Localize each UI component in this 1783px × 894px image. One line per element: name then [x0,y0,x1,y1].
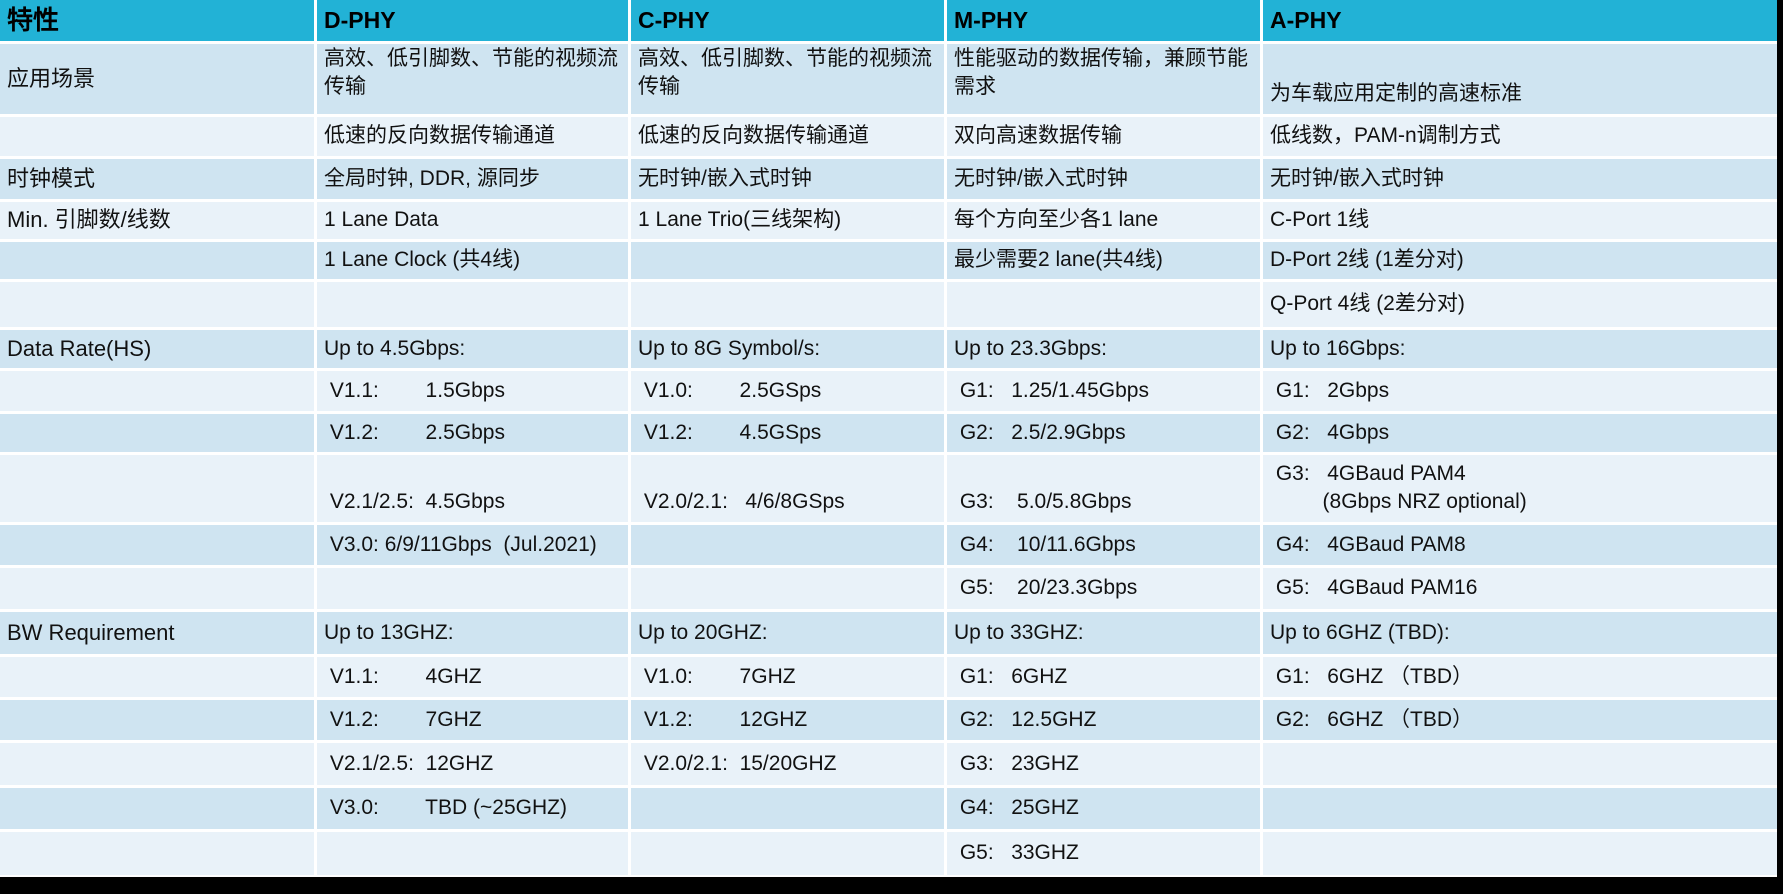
table-cell-cphy: 无时钟/嵌入式时钟 [631,159,944,199]
table-cell-dphy: 高效、低引脚数、节能的视频流传输 [317,44,628,114]
table-cell-mphy: 性能驱动的数据传输，兼顾节能需求 [947,44,1260,114]
table-cell-dphy: 低速的反向数据传输通道 [317,117,628,156]
table-cell-mphy: 最少需要2 lane(共4线) [947,242,1260,279]
table-cell-dphy [317,282,628,327]
table-cell-mphy: 每个方向至少各1 lane [947,202,1260,239]
table-cell-mphy: G3: 23GHZ [947,743,1260,785]
table-cell-dphy: V3.0: TBD (~25GHZ) [317,788,628,829]
row-label: BW Requirement [0,612,314,654]
table-cell-dphy [317,832,628,875]
table-cell-dphy [317,568,628,609]
row-label: Data Rate(HS) [0,330,314,368]
table-cell-dphy: V2.1/2.5: 12GHZ [317,743,628,785]
table-cell-dphy: 1 Lane Data [317,202,628,239]
row-label [0,832,314,875]
row-label: 时钟模式 [0,159,314,199]
row-label [0,117,314,156]
table-cell-mphy: 无时钟/嵌入式时钟 [947,159,1260,199]
table-cell-aphy: G2: 4Gbps [1263,414,1777,452]
table-cell-aphy: Q-Port 4线 (2差分对) [1263,282,1777,327]
table-cell-cphy [631,282,944,327]
table-cell-aphy: 低线数，PAM-n调制方式 [1263,117,1777,156]
column-header-cphy: C-PHY [631,0,944,41]
row-label: Min. 引脚数/线数 [0,202,314,239]
row-label [0,282,314,327]
table-cell-aphy: G5: 4GBaud PAM16 [1263,568,1777,609]
row-label [0,568,314,609]
row-label [0,371,314,411]
table-cell-cphy: V2.0/2.1: 15/20GHZ [631,743,944,785]
column-header-mphy: M-PHY [947,0,1260,41]
table-cell-mphy: G1: 1.25/1.45Gbps [947,371,1260,411]
table-cell-cphy: V1.0: 2.5GSps [631,371,944,411]
row-label [0,657,314,697]
table-cell-cphy: 低速的反向数据传输通道 [631,117,944,156]
table-cell-aphy: G2: 6GHZ （TBD） [1263,700,1777,740]
phy-comparison-table: 特性 D-PHY C-PHY M-PHY A-PHY 应用场景 高效、低引脚数、节能的视频流… [0,0,1777,877]
row-label [0,455,314,522]
table-cell-cphy: V1.2: 12GHZ [631,700,944,740]
table-cell-mphy: G1: 6GHZ [947,657,1260,697]
row-label [0,414,314,452]
table-cell-mphy: G3: 5.0/5.8Gbps [947,455,1260,522]
row-label: 应用场景 [0,44,314,114]
table-cell-mphy: Up to 23.3Gbps: [947,330,1260,368]
table-cell-cphy [631,568,944,609]
table-cell-mphy: G2: 2.5/2.9Gbps [947,414,1260,452]
table-cell-aphy [1263,743,1777,785]
column-header-dphy: D-PHY [317,0,628,41]
table-cell-dphy: 1 Lane Clock (共4线) [317,242,628,279]
table-cell-dphy: V1.2: 2.5Gbps [317,414,628,452]
table-cell-mphy: G2: 12.5GHZ [947,700,1260,740]
table-cell-aphy: C-Port 1线 [1263,202,1777,239]
table-cell-dphy: V1.1: 1.5Gbps [317,371,628,411]
table-cell-mphy: G5: 33GHZ [947,832,1260,875]
table-cell-cphy: V1.2: 4.5GSps [631,414,944,452]
table-cell-aphy: G4: 4GBaud PAM8 [1263,525,1777,565]
table-cell-dphy: V1.1: 4GHZ [317,657,628,697]
table-cell-cphy [631,242,944,279]
row-label [0,525,314,565]
column-header-aphy: A-PHY [1263,0,1777,41]
table-cell-mphy: G5: 20/23.3Gbps [947,568,1260,609]
table-cell-dphy: 全局时钟, DDR, 源同步 [317,159,628,199]
table-cell-dphy: Up to 13GHZ: [317,612,628,654]
table-cell-aphy [1263,832,1777,875]
table-cell-dphy: V2.1/2.5: 4.5Gbps [317,455,628,522]
table-cell-dphy: Up to 4.5Gbps: [317,330,628,368]
table-cell-cphy [631,832,944,875]
table-cell-mphy: Up to 33GHZ: [947,612,1260,654]
table-cell-aphy: 为车载应用定制的高速标准 [1263,44,1777,114]
table-cell-dphy: V1.2: 7GHZ [317,700,628,740]
table-cell-aphy: D-Port 2线 (1差分对) [1263,242,1777,279]
table-cell-cphy: 高效、低引脚数、节能的视频流传输 [631,44,944,114]
row-label [0,743,314,785]
column-header-feature: 特性 [0,0,314,41]
table-cell-mphy: G4: 10/11.6Gbps [947,525,1260,565]
table-cell-mphy [947,282,1260,327]
table-cell-cphy: V1.0: 7GHZ [631,657,944,697]
table-cell-aphy: G1: 6GHZ （TBD） [1263,657,1777,697]
table-cell-aphy: Up to 6GHZ (TBD): [1263,612,1777,654]
table-cell-mphy: 双向高速数据传输 [947,117,1260,156]
table-cell-mphy: G4: 25GHZ [947,788,1260,829]
table-cell-cphy: 1 Lane Trio(三线架构) [631,202,944,239]
row-label [0,788,314,829]
row-label [0,700,314,740]
table-cell-aphy [1263,788,1777,829]
table-cell-cphy: Up to 20GHZ: [631,612,944,654]
table-cell-cphy [631,788,944,829]
row-label [0,242,314,279]
table-cell-aphy: G1: 2Gbps [1263,371,1777,411]
table-cell-cphy: Up to 8G Symbol/s: [631,330,944,368]
table-cell-cphy: V2.0/2.1: 4/6/8GSps [631,455,944,522]
table-cell-cphy [631,525,944,565]
table-cell-aphy: 无时钟/嵌入式时钟 [1263,159,1777,199]
table-cell-aphy: G3: 4GBaud PAM4 (8Gbps NRZ optional) [1263,455,1777,522]
table-cell-aphy: Up to 16Gbps: [1263,330,1777,368]
table-cell-dphy: V3.0: 6/9/11Gbps (Jul.2021) [317,525,628,565]
